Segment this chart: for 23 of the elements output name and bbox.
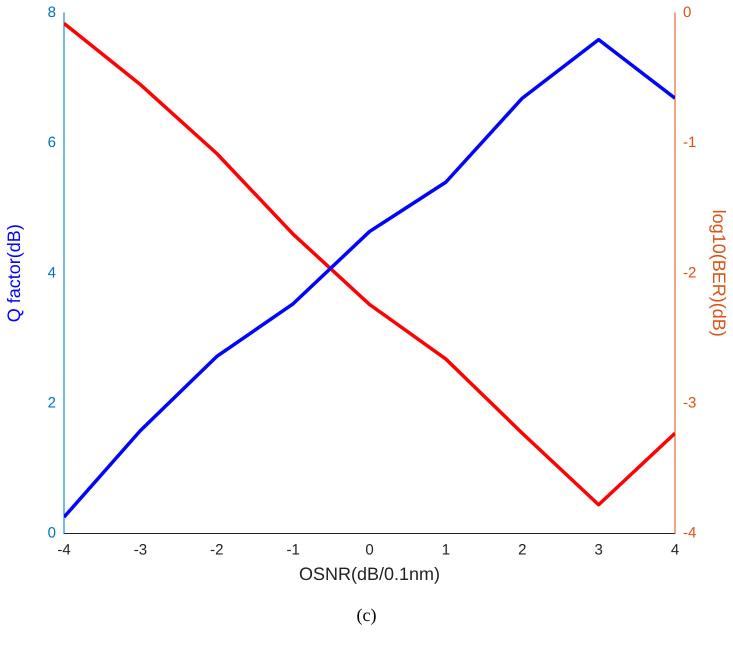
x-tick-label: -3 xyxy=(134,542,148,559)
x-tick-label: -4 xyxy=(57,542,71,559)
y-tick-label: 0 xyxy=(48,524,56,542)
y2-tick-label: -1 xyxy=(683,134,696,152)
y2-tick-label: -2 xyxy=(683,264,696,282)
x-tick-label: -1 xyxy=(286,542,300,559)
y-tick-label: 6 xyxy=(48,134,56,152)
x-axis-title: OSNR(dB/0.1nm) xyxy=(298,564,440,584)
y-tick-label: 4 xyxy=(48,264,56,282)
text: (c) xyxy=(356,605,378,626)
x-tick-label: 0 xyxy=(365,542,374,559)
x-tick-label: -2 xyxy=(210,542,224,559)
y2-tick-label: 0 xyxy=(683,4,692,22)
y2-tick-label: -4 xyxy=(683,524,696,542)
y-axis-title: Q factor(dB) xyxy=(4,224,24,322)
x-tick-label: 4 xyxy=(670,542,680,559)
y2-axis-title: log10(BER)(dB) xyxy=(709,210,730,337)
y-tick-label: 2 xyxy=(48,394,56,412)
x-tick-label: 1 xyxy=(442,542,450,559)
x-tick-label: 2 xyxy=(518,542,526,559)
x-tick-label: 3 xyxy=(594,542,603,559)
y-tick-label: 8 xyxy=(48,4,56,22)
y2-tick-label: -3 xyxy=(683,394,696,412)
